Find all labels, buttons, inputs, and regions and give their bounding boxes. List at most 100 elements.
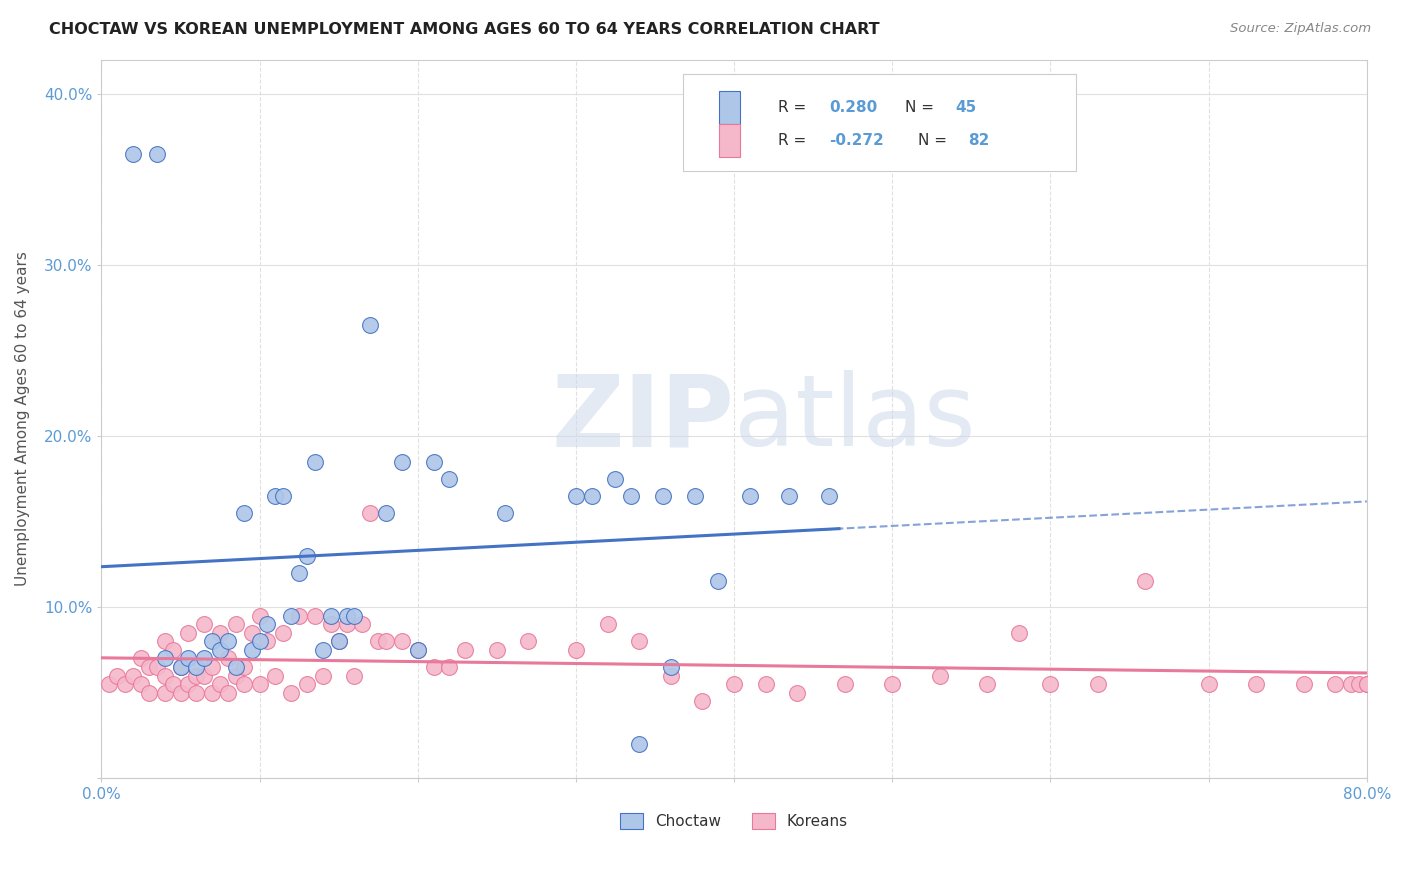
Text: 0.280: 0.280 <box>830 100 877 115</box>
Point <box>406 643 429 657</box>
Point <box>659 668 682 682</box>
Text: 82: 82 <box>969 133 990 148</box>
Point <box>138 660 160 674</box>
Point <box>1198 677 1220 691</box>
Point <box>225 668 247 682</box>
Text: -0.272: -0.272 <box>830 133 884 148</box>
Point <box>217 686 239 700</box>
Point <box>169 686 191 700</box>
Point <box>186 686 208 700</box>
Text: R =: R = <box>779 100 811 115</box>
Point <box>177 651 200 665</box>
Text: N =: N = <box>918 133 952 148</box>
Point <box>1355 677 1378 691</box>
Point <box>375 634 398 648</box>
Point <box>256 617 278 632</box>
Point <box>343 668 366 682</box>
Point <box>1348 677 1371 691</box>
Point <box>328 634 350 648</box>
Point <box>494 506 516 520</box>
Text: Source: ZipAtlas.com: Source: ZipAtlas.com <box>1230 22 1371 36</box>
Point <box>319 608 342 623</box>
Point <box>1355 677 1378 691</box>
Point <box>256 634 278 648</box>
Point <box>1292 677 1315 691</box>
Point <box>304 608 326 623</box>
Point <box>1087 677 1109 691</box>
Point <box>193 668 215 682</box>
Point <box>485 643 508 657</box>
Point <box>565 643 588 657</box>
Text: CHOCTAW VS KOREAN UNEMPLOYMENT AMONG AGES 60 TO 64 YEARS CORRELATION CHART: CHOCTAW VS KOREAN UNEMPLOYMENT AMONG AGE… <box>49 22 880 37</box>
Point <box>517 634 540 648</box>
Point <box>928 668 950 682</box>
Point <box>422 660 444 674</box>
Point <box>232 677 254 691</box>
Point <box>359 506 381 520</box>
Text: R =: R = <box>779 133 811 148</box>
Point <box>683 489 706 503</box>
Point <box>406 643 429 657</box>
Point <box>422 455 444 469</box>
Point <box>723 677 745 691</box>
Point <box>352 617 374 632</box>
Point <box>659 660 682 674</box>
Point <box>620 489 643 503</box>
Point <box>1135 574 1157 589</box>
Point <box>295 677 318 691</box>
Point <box>162 677 184 691</box>
Point <box>153 686 176 700</box>
Point <box>288 608 311 623</box>
Point <box>692 694 714 708</box>
Point <box>359 318 381 332</box>
Point <box>129 677 152 691</box>
Point <box>249 677 271 691</box>
Point <box>162 643 184 657</box>
Point <box>628 634 651 648</box>
Point <box>186 668 208 682</box>
Point <box>209 643 232 657</box>
Point <box>312 643 335 657</box>
Point <box>169 660 191 674</box>
Point <box>628 737 651 751</box>
Point <box>834 677 856 691</box>
Point <box>581 489 603 503</box>
Point <box>225 617 247 632</box>
Point <box>786 686 808 700</box>
Point <box>336 617 359 632</box>
Point <box>201 634 224 648</box>
Point <box>605 472 627 486</box>
Point <box>129 651 152 665</box>
Point <box>264 489 287 503</box>
FancyBboxPatch shape <box>718 92 740 124</box>
Point <box>153 668 176 682</box>
Text: N =: N = <box>905 100 939 115</box>
Point <box>565 489 588 503</box>
Point <box>249 634 271 648</box>
Point <box>818 489 841 503</box>
Text: 45: 45 <box>956 100 977 115</box>
Point <box>138 686 160 700</box>
Point <box>439 472 461 486</box>
Point <box>177 625 200 640</box>
Point <box>249 608 271 623</box>
Point <box>1039 677 1062 691</box>
Point <box>304 455 326 469</box>
Point <box>312 668 335 682</box>
Point <box>1244 677 1267 691</box>
Point <box>240 643 263 657</box>
Point <box>225 660 247 674</box>
Point <box>328 634 350 648</box>
Point <box>169 660 191 674</box>
Point <box>439 660 461 674</box>
Point <box>391 455 413 469</box>
Point <box>273 489 295 503</box>
Point <box>976 677 998 691</box>
Point <box>336 608 359 623</box>
Point <box>193 617 215 632</box>
Y-axis label: Unemployment Among Ages 60 to 64 years: Unemployment Among Ages 60 to 64 years <box>15 252 30 586</box>
Point <box>209 625 232 640</box>
Point <box>882 677 904 691</box>
FancyBboxPatch shape <box>683 74 1076 171</box>
Point <box>779 489 801 503</box>
